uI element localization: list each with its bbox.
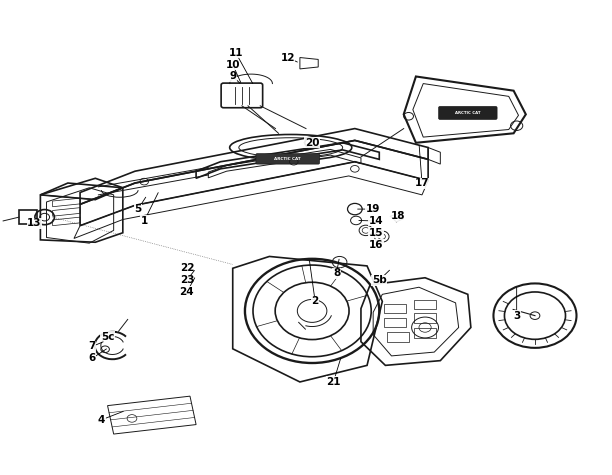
Text: 16: 16: [369, 239, 384, 249]
Text: 1: 1: [141, 216, 148, 226]
Text: 3: 3: [513, 311, 520, 321]
Text: 14: 14: [369, 216, 384, 226]
Text: 24: 24: [179, 287, 194, 297]
Text: ARCTIC CAT: ARCTIC CAT: [274, 157, 301, 161]
Text: 6: 6: [89, 353, 96, 363]
Text: 10: 10: [225, 60, 240, 70]
Text: ARCTIC CAT: ARCTIC CAT: [455, 111, 480, 115]
Text: 17: 17: [415, 178, 430, 188]
Text: 11: 11: [228, 48, 243, 58]
Text: 15: 15: [369, 228, 384, 238]
Text: 5c: 5c: [101, 332, 114, 342]
Text: 2: 2: [312, 296, 319, 306]
Text: 18: 18: [390, 211, 405, 221]
Text: 9: 9: [229, 71, 236, 82]
FancyBboxPatch shape: [439, 106, 497, 120]
Text: 20: 20: [305, 138, 319, 148]
Text: 8: 8: [333, 268, 340, 278]
Text: 13: 13: [27, 218, 42, 228]
Text: 19: 19: [366, 204, 380, 214]
Text: 5: 5: [135, 204, 142, 214]
Text: 23: 23: [180, 275, 194, 285]
Text: 4: 4: [98, 415, 105, 425]
Text: 21: 21: [326, 377, 341, 387]
FancyBboxPatch shape: [256, 154, 319, 164]
Text: 12: 12: [280, 53, 295, 63]
Text: 7: 7: [89, 342, 96, 352]
Text: 22: 22: [180, 263, 194, 273]
Text: 5b: 5b: [372, 275, 387, 285]
